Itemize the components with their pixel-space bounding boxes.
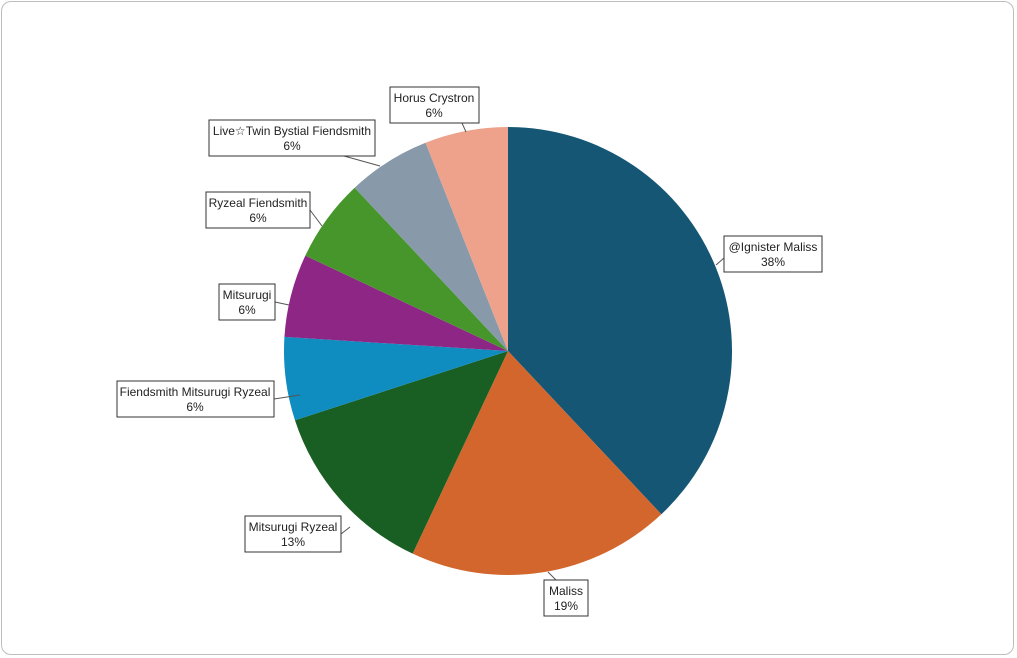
- callout-label: Ryzeal Fiendsmith: [209, 196, 308, 210]
- callout-percent: 6%: [249, 211, 267, 225]
- leader-line-1: [547, 571, 557, 581]
- callout-label: Fiendsmith Mitsurugi Ryzeal: [120, 385, 271, 399]
- callout-percent: 38%: [761, 255, 785, 269]
- callout-percent: 19%: [554, 599, 578, 613]
- callout-mitsurugi: Mitsurugi 6%: [218, 283, 276, 321]
- pie-slice-7: [425, 127, 508, 351]
- callout-ignister-maliss: @Ignister Maliss 38%: [723, 235, 823, 273]
- pie-slice-5: [305, 187, 508, 351]
- leader-line-3: [273, 394, 301, 400]
- callout-label: Mitsurugi: [223, 288, 272, 302]
- callout-percent: 13%: [281, 535, 305, 549]
- pie-slice-3: [284, 336, 508, 421]
- leader-line-2: [340, 526, 351, 535]
- callout-label: Maliss: [549, 584, 583, 598]
- callout-percent: 6%: [238, 303, 256, 317]
- pie-slice-2: [294, 351, 508, 554]
- leader-line-7: [461, 122, 467, 133]
- leader-line-4: [274, 301, 290, 306]
- callout-label: Live☆Twin Bystial Fiendsmith: [213, 124, 371, 138]
- callout-percent: 6%: [283, 139, 301, 153]
- leader-line-6: [343, 155, 381, 167]
- callout-horus-crystron: Horus Crystron 6%: [389, 86, 480, 124]
- callout-label: Horus Crystron: [394, 91, 475, 105]
- pie-slices: [284, 127, 733, 576]
- callout-fiendsmith-mitsurugi-ryzeal: Fiendsmith Mitsurugi Ryzeal 6%: [116, 380, 275, 418]
- leader-line-0: [715, 257, 725, 266]
- callout-ryzeal-fiendsmith: Ryzeal Fiendsmith 6%: [205, 191, 311, 229]
- callout-label: @Ignister Maliss: [729, 240, 818, 254]
- callouts: @Ignister Maliss 38% Maliss 19% Mitsurug…: [116, 86, 823, 617]
- callout-leaders: [273, 122, 725, 581]
- callout-livetwin-bystial-fiendsmith: Live☆Twin Bystial Fiendsmith 6%: [208, 119, 376, 157]
- pie-slice-6: [354, 142, 508, 351]
- callout-mitsurugi-ryzeal: Mitsurugi Ryzeal 13%: [244, 515, 342, 553]
- leader-line-5: [309, 209, 323, 227]
- callout-percent: 6%: [186, 400, 204, 414]
- callout-maliss: Maliss 19%: [543, 579, 589, 617]
- callout-percent: 6%: [425, 106, 443, 120]
- callout-label: Mitsurugi Ryzeal: [249, 520, 338, 534]
- pie-slice-1: [412, 351, 662, 576]
- pie-slice-4: [284, 255, 508, 351]
- pie-slice-0: [508, 127, 733, 515]
